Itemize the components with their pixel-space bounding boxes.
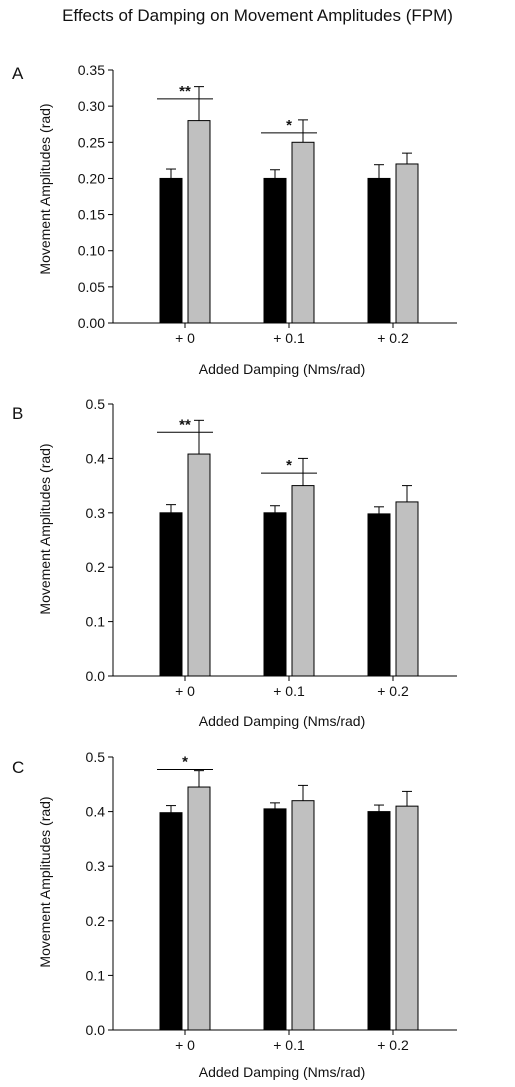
x-axis-label: Added Damping (Nms/rad)	[199, 361, 366, 377]
y-tick-label: 0.35	[78, 62, 105, 78]
bar	[187, 453, 211, 677]
y-tick-label: 0.30	[78, 98, 105, 114]
y-tick-label: 0.0	[86, 668, 106, 684]
y-axis-label: Movement Amplitudes (rad)	[37, 103, 53, 274]
plot-area: 0.00.10.20.30.40.5+ 0 + 0.1 + 0.2***	[86, 396, 457, 699]
y-tick-label: 0.20	[78, 170, 105, 186]
x-tick-label: + 0.2	[377, 683, 409, 699]
plot-area: 0.00 0.05 0.10 0.15 0.20 0.25 0.30 0.35 + 0 + 0.1…	[78, 62, 457, 346]
x-tick-label: + 0.1	[273, 683, 305, 699]
panel-label: B	[12, 404, 23, 423]
y-tick-label: 0.1	[86, 967, 106, 983]
y-tick-label: 0.4	[86, 804, 106, 820]
bar	[187, 120, 211, 324]
significance-marker: **	[179, 416, 191, 433]
figure-title: Effects of Damping on Movement Amplitude…	[62, 6, 453, 25]
significance-marker: *	[182, 754, 188, 771]
bar	[263, 177, 287, 324]
bar	[291, 485, 315, 677]
y-tick-label: 0.3	[86, 505, 106, 521]
y-tick-label: 0.00	[78, 315, 105, 331]
x-tick-label: + 0	[175, 683, 195, 699]
y-tick-label: 0.15	[78, 207, 105, 223]
y-tick-label: 0.1	[86, 614, 106, 630]
panel-label: A	[12, 64, 24, 83]
bar	[395, 163, 419, 324]
panel-label: C	[12, 758, 24, 777]
significance-marker: *	[286, 457, 292, 474]
x-axis-label: Added Damping (Nms/rad)	[199, 1064, 366, 1080]
y-tick-label: 0.10	[78, 243, 105, 259]
panel-b: B Movement Amplitudes (rad) Added Dampin…	[12, 396, 457, 729]
panel-a: A Movement Amplitudes (rad) Added Dampin…	[12, 62, 457, 377]
significance-marker: **	[179, 83, 191, 100]
y-axis-label: Movement Amplitudes (rad)	[37, 796, 53, 967]
y-axis-label: Movement Amplitudes (rad)	[37, 443, 53, 614]
bar	[159, 812, 183, 1031]
y-tick-label: 0.25	[78, 134, 105, 150]
y-tick-label: 0.3	[86, 858, 106, 874]
x-axis-label: Added Damping (Nms/rad)	[199, 713, 366, 729]
x-tick-label: + 0.1	[273, 1037, 305, 1053]
plot-area: 0.0 0.1 0.2 0.3 0.4 0.5 + 0 + 0.1 + 0.2 *	[86, 749, 457, 1053]
y-tick-label: 0.05	[78, 279, 105, 295]
bar	[187, 786, 211, 1031]
bar	[367, 513, 391, 677]
bar	[263, 512, 287, 677]
bar	[291, 141, 315, 324]
significance-marker: *	[286, 117, 292, 134]
y-tick-label: 0.5	[86, 749, 106, 765]
x-tick-label: + 0	[175, 1037, 195, 1053]
x-tick-label: + 0.2	[377, 330, 409, 346]
bar	[263, 808, 287, 1031]
y-tick-label: 0.2	[86, 913, 106, 929]
x-tick-label: + 0.2	[377, 1037, 409, 1053]
bar	[395, 501, 419, 677]
bar	[367, 177, 391, 324]
bar	[291, 800, 315, 1031]
bar	[395, 805, 419, 1031]
x-tick-label: + 0	[175, 330, 195, 346]
y-tick-label: 0.4	[86, 450, 106, 466]
bar	[159, 177, 183, 324]
x-tick-label: + 0.1	[273, 330, 305, 346]
bar	[159, 512, 183, 677]
y-tick-label: 0.2	[86, 559, 106, 575]
panel-c: C Movement Amplitudes (rad) Added Dampin…	[12, 749, 457, 1080]
y-tick-label: 0.5	[86, 396, 106, 412]
bar	[367, 811, 391, 1031]
y-tick-label: 0.0	[86, 1022, 106, 1038]
